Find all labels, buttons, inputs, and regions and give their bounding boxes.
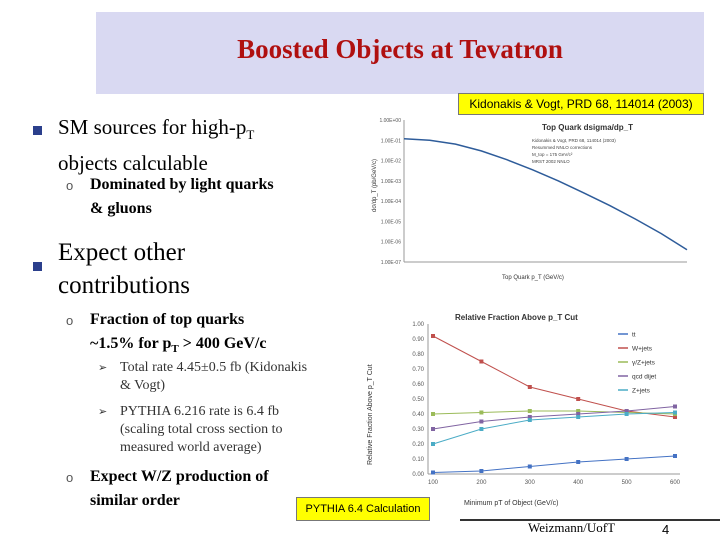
chart2-data-point [673,410,677,415]
arrow-bullet-icon: ➢ [98,406,108,418]
chart2-ytick-label: 0.60 [412,382,424,388]
chart1-title: Top Quark dsigma/dp_T [542,123,633,132]
bullet-pythia-rate: PYTHIA 6.216 rate is 6.4 fb (scaling tot… [120,404,283,455]
page-number: 4 [662,522,670,537]
chart2-data-point [576,415,581,419]
bullet-fraction-top: Fraction of top quarks ~1.5% for pT > 40… [90,311,267,356]
chart2-title: Relative Fraction Above p_T Cut [455,313,578,322]
chart2-data-point [527,464,532,469]
chart2-series-line [432,455,676,473]
chart2-ytick-label: 0.10 [412,457,424,463]
bullet-square-icon [33,126,42,135]
chart2-data-point [527,418,532,422]
chart1-legend-line: MRST 2002 NNLO [532,159,570,164]
top-quark-pt-chart: Top Quark dsigma/dp_T Kidonakis & Vogt, … [372,118,688,281]
chart1-ytick-label: 1.00E-02 [381,159,402,165]
chart2-data-point [431,470,435,475]
circle-bullet-icon: o [66,470,74,485]
citation-box: Kidonakis & Vogt, PRD 68, 114014 (2003) [458,93,704,115]
chart2-series-line [432,335,676,418]
chart2-data-point [479,359,484,364]
chart2-series-line [432,410,676,415]
chart2-data-point [673,404,677,409]
chart2-data-point [431,334,435,338]
bullet-wz-production: Expect W/Z production of similar order [90,468,269,509]
footer-divider [460,519,720,521]
chart2-xtick-label: 500 [622,480,633,486]
chart2-data-point [673,415,677,419]
footer-institution: Weizmann/UofT [528,520,616,535]
chart1-ytick-label: 1.00E-03 [381,179,402,185]
chart2-xtick-label: 100 [428,480,439,486]
chart1-ytick-label: 1.00E-05 [381,219,402,225]
chart2-data-point [624,412,629,416]
pythia-calculation-note: PYTHIA 6.4 Calculation [296,497,430,521]
chart2-data-point [479,410,484,415]
chart2-ytick-label: 0.00 [412,472,424,478]
chart2-ytick-label: 0.50 [412,397,424,403]
chart1-xlabel: Top Quark p_T (GeV/c) [502,275,564,281]
chart2-data-point [431,427,435,431]
chart2-ytick-label: 0.30 [412,427,424,433]
chart1-ytick-label: 1.00E-06 [381,240,402,246]
bullet-dominated: Dominated by light quarks & gluons [90,176,274,217]
chart1-ytick-label: 1.00E-07 [381,260,402,266]
chart1-ylabel: dσ/dp_T (pb/GeV/c) [372,159,378,212]
chart2-data-point [527,409,532,413]
chart2-data-point [576,409,581,413]
chart2-data-point [576,397,581,401]
relative-fraction-chart: Relative Fraction Above p_T Cut Minimum … [367,313,681,507]
top-quark-pt-curve [403,137,688,251]
chart2-data-point [479,419,484,424]
chart2-legend-label: qcd dijet [632,374,656,381]
chart2-data-point [479,427,484,431]
chart2-data-point [527,385,532,389]
chart2-legend-label: tt [632,332,636,339]
slide-title: Boosted Objects at Tevatron [237,34,563,64]
chart2-series-line [432,406,676,430]
chart2-data-point [431,442,435,446]
chart2-data-point [576,460,581,464]
chart2-legend-label: Z+jets [632,388,651,395]
chart2-xtick-label: 300 [525,480,536,486]
chart2-ytick-label: 0.20 [412,442,424,448]
chart2-xtick-label: 400 [573,480,584,486]
chart2-ytick-label: 0.80 [412,352,424,358]
bullet-expect-other: Expect other contributions [58,239,190,299]
arrow-bullet-icon: ➢ [98,362,108,374]
chart2-ytick-label: 0.70 [412,367,424,373]
chart2-data-point [479,469,484,473]
chart2-ytick-label: 0.90 [412,337,424,343]
chart2-legend-label: γ/Z+jets [632,360,656,367]
circle-bullet-icon: o [66,178,74,193]
chart2-data-point [576,412,581,416]
chart1-legend-line: Resummed NNLO corrections [532,145,593,150]
chart2-series-line [432,412,676,445]
chart1-legend-line: Kidonakis & Vogt, PRD 68, 114014 (2003) [532,138,616,143]
bullet-total-rate: Total rate 4.45±0.5 fb (Kidonakis & Vogt… [120,360,308,393]
chart2-ytick-label: 0.40 [412,412,424,418]
chart1-ytick-label: 1.00E-01 [381,138,402,144]
chart2-xtick-label: 600 [670,480,681,486]
bullet-square-icon [33,262,42,271]
chart2-data-point [624,409,629,413]
chart2-ytick-label: 1.00 [412,322,424,328]
chart2-ylabel: Relative Fraction Above p_T Cut [367,364,374,465]
chart2-data-point [527,415,532,419]
chart2-xlabel: Minimum pT of Object (GeV/c) [464,500,558,507]
chart2-legend-label: W+jets [632,346,653,353]
title-background [96,12,704,94]
chart2-xtick-label: 200 [476,480,487,486]
chart1-legend-line: M_top = 175 GeV/c² [532,152,573,157]
circle-bullet-icon: o [66,313,74,328]
chart2-data-point [431,412,435,416]
bullet-sm-sources: SM sources for high-pT objects calculabl… [58,115,255,176]
chart2-data-point [624,457,629,461]
chart1-ytick-label: 1.00E+00 [379,118,401,124]
chart2-data-point [673,454,677,458]
chart1-ytick-label: 1.00E-04 [381,199,402,205]
